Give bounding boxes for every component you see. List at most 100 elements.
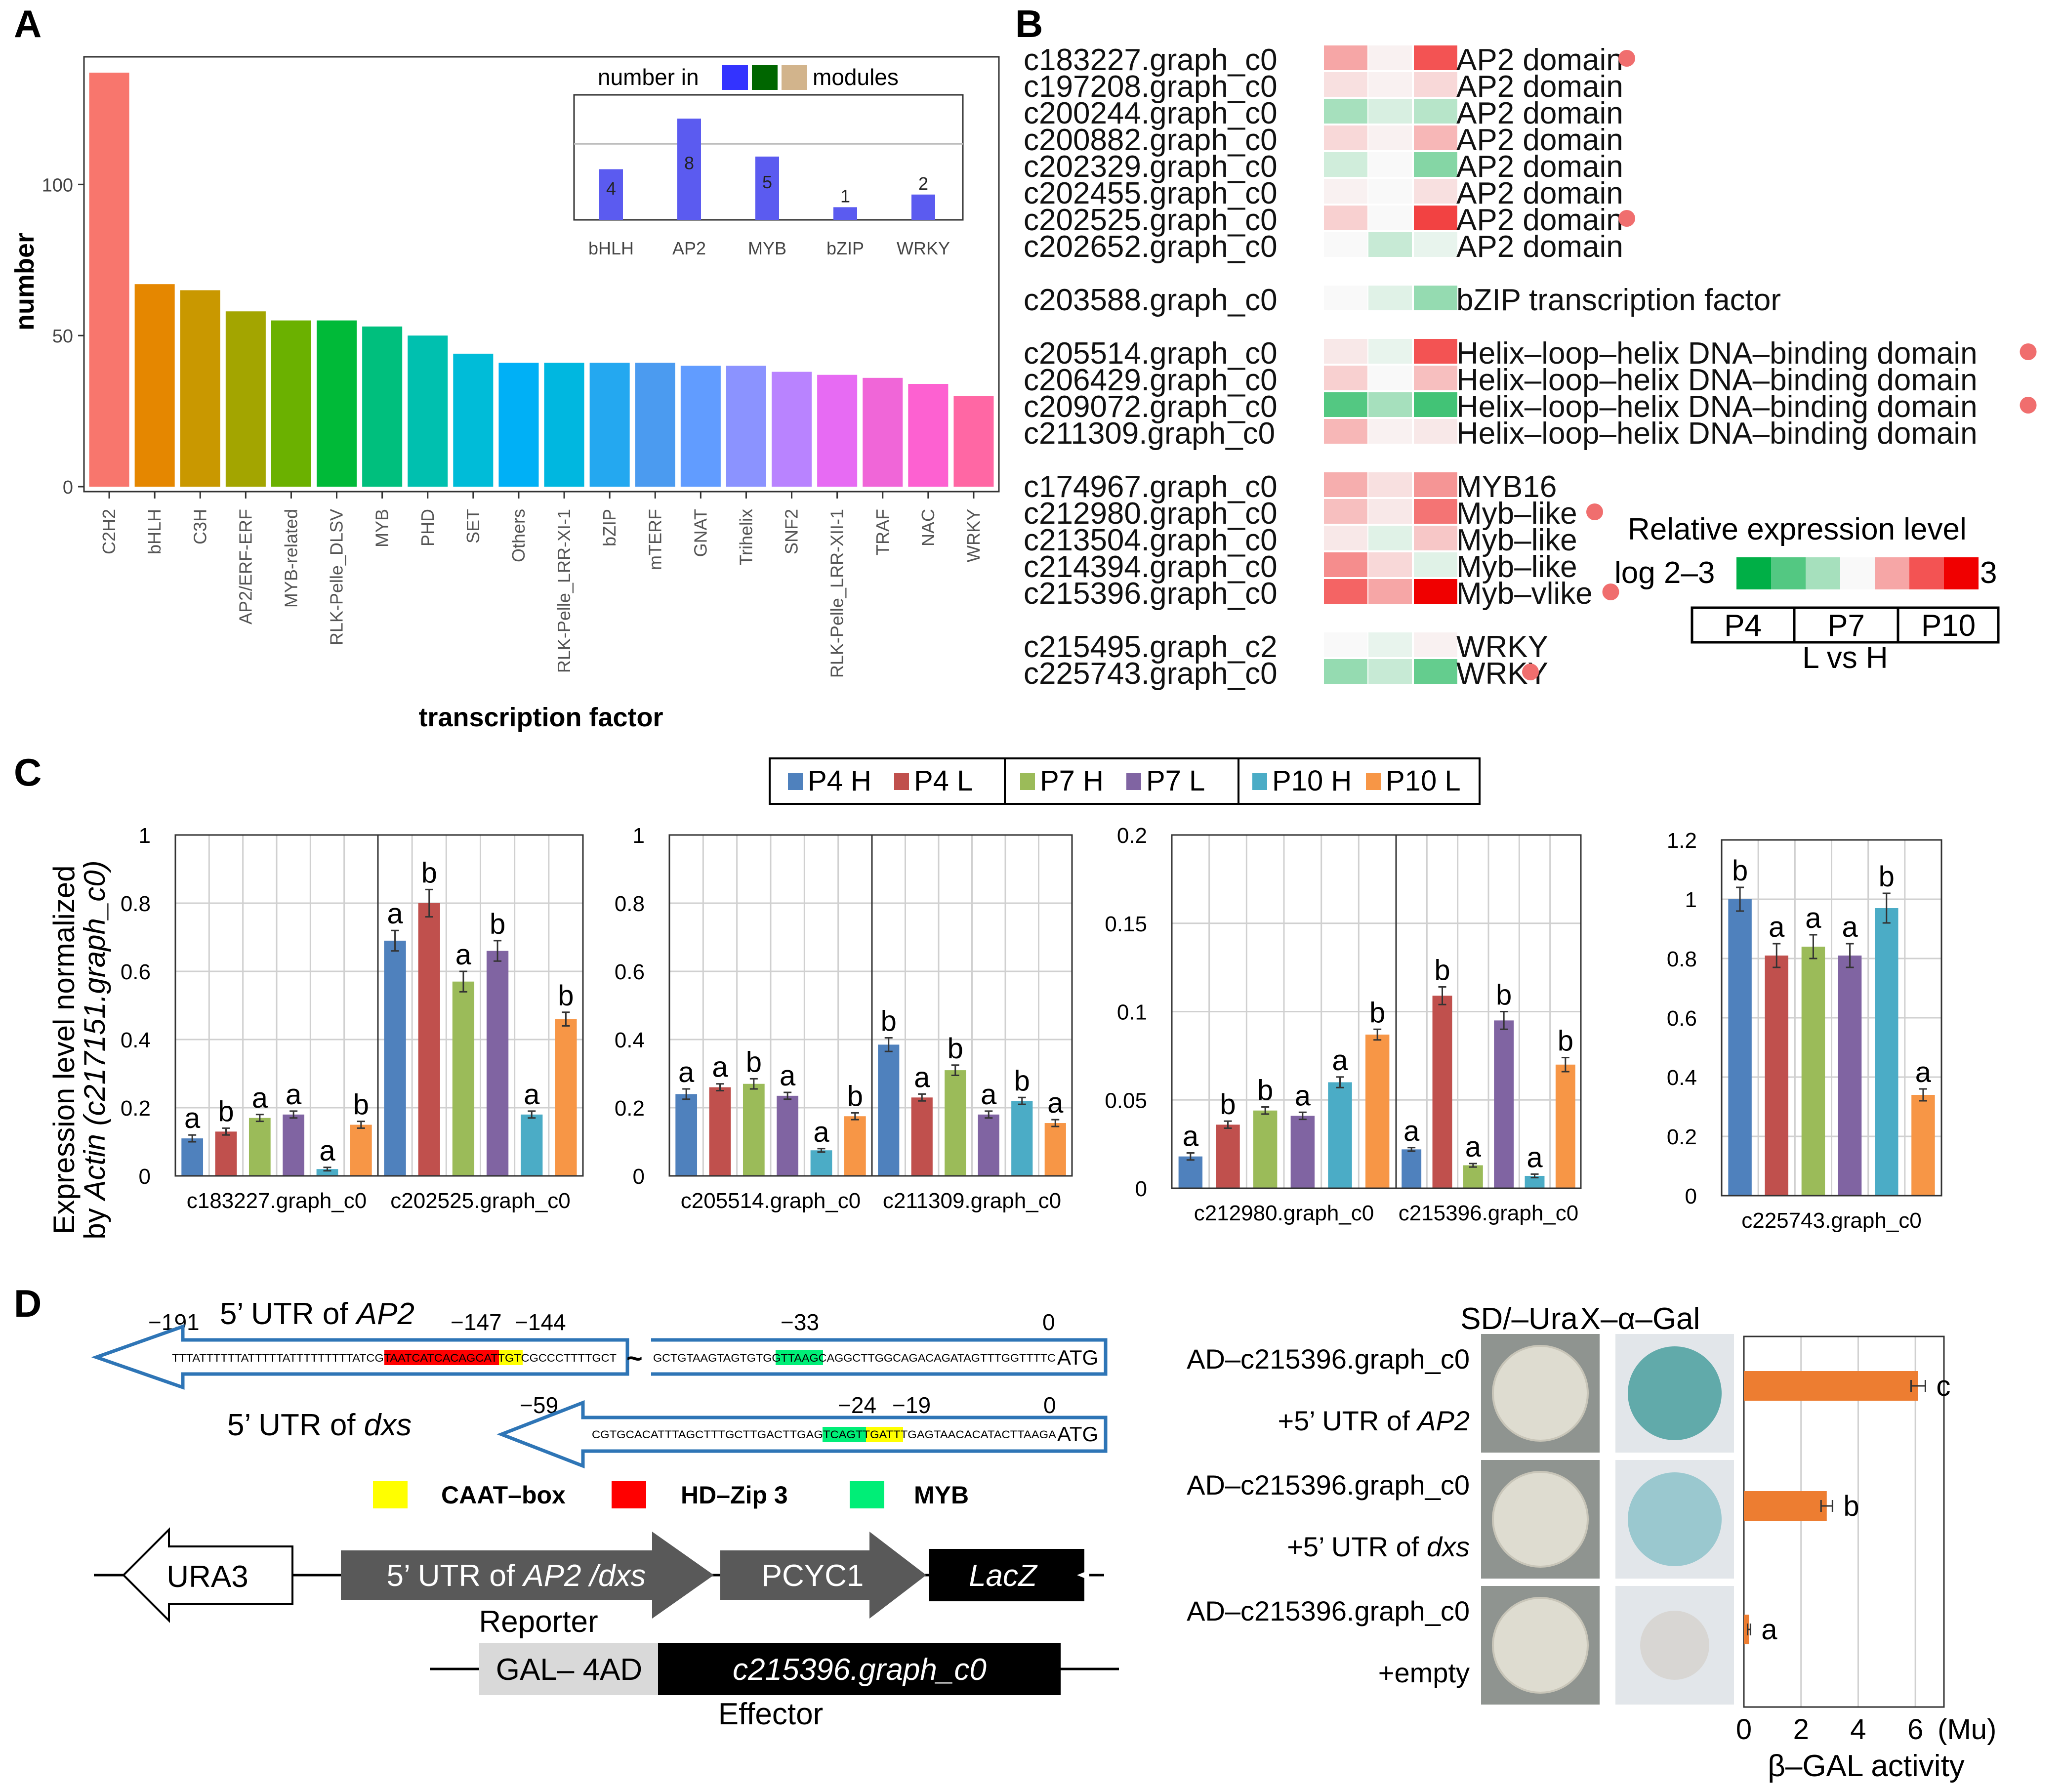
y-tick-label: 0.8	[615, 892, 645, 916]
x-tick-label: bZIP	[599, 509, 619, 546]
bar-p7-h	[248, 1118, 271, 1176]
bar-p10-h	[1011, 1101, 1033, 1176]
inset-bar-value: 1	[840, 186, 850, 206]
significance-dot	[1586, 503, 1603, 520]
heatmap-cell	[1368, 659, 1412, 684]
pcyc1-label: PCYC1	[762, 1559, 864, 1593]
activity-bar	[1744, 1491, 1827, 1521]
bar-p4-l	[1765, 956, 1788, 1196]
seq2-arrow	[496, 1400, 1108, 1469]
x-tick-label: bHLH	[144, 509, 165, 554]
heatmap-gene-label: c205514.graph_c0	[1024, 336, 1278, 371]
seq2-title-prefix: 5’ UTR of	[227, 1408, 364, 1442]
significance-letter: b	[1879, 861, 1895, 893]
x-tick-label: C3H	[190, 509, 210, 544]
y-tick-label: 0.6	[1667, 1006, 1697, 1031]
seq2-seq: CGTGCACATTTAGCTTTGCTTGACTTGAGT CAGTTG ATTT…	[592, 1428, 1056, 1441]
group-label: c211309.graph_c0	[883, 1189, 1061, 1213]
heatmap-cell	[1368, 499, 1412, 524]
heatmap-cell	[1368, 179, 1412, 204]
significance-letter: b	[1369, 997, 1385, 1029]
heatmap-scale-label: log 2–3	[1614, 556, 1715, 590]
x-tick-label: GNAT	[690, 509, 710, 557]
seq2-seq-post: AGTAACACATACTTAAGA	[917, 1428, 1056, 1441]
panel-label-d: D	[14, 1282, 41, 1325]
bar-p10-l	[1555, 1064, 1575, 1188]
bar-p4-h	[1402, 1149, 1422, 1188]
legend-caat-swatch	[373, 1481, 408, 1508]
panel-a-x-axis-label: transcription factor	[418, 703, 663, 732]
significance-letter: b	[1732, 855, 1748, 887]
significance-letter: b	[948, 1033, 963, 1065]
heatmap-cell	[1414, 45, 1457, 70]
heatmap-gene-label: c215495.graph_c2	[1024, 630, 1278, 664]
seq1-tilde: ~	[626, 1342, 643, 1374]
activity-frame	[1743, 1335, 1945, 1708]
significance-letter: b	[1014, 1065, 1030, 1097]
seq1-pos-0: 0	[1042, 1309, 1055, 1335]
heatmap-cell	[1414, 206, 1457, 230]
heatmap-cell	[1414, 99, 1457, 124]
heatmap-color-scale	[1736, 557, 1979, 589]
y1h-row-line2: +5’ UTR of AP2	[1278, 1405, 1470, 1436]
seq2-pos-19: −19	[892, 1392, 931, 1418]
significance-letter: a	[1527, 1141, 1543, 1173]
heatmap-cell	[1414, 526, 1457, 550]
heatmap-cell	[1368, 366, 1412, 390]
x-tick-label: PHD	[417, 509, 438, 546]
seq1-seq-caat: TTG	[491, 1352, 514, 1364]
bar-p7-l	[486, 951, 509, 1176]
bar-p10-h	[316, 1169, 338, 1176]
activity-axis-label: β–GAL activity	[1768, 1749, 1965, 1783]
legend-swatch	[1020, 773, 1035, 790]
significance-letter: b	[847, 1080, 863, 1112]
gal4ad-label: GAL– 4AD	[496, 1653, 642, 1687]
panel-c-legend: P4 H P4 L P7 H P7 L P10 H P10 L	[769, 757, 1481, 805]
seq1-right-seq: GCTGTAAGTAGTG TGGTTA AGCAGGCTTGGCAGACAGATA…	[653, 1352, 1056, 1364]
inset-bars: 4 bHLH 8 AP2 5 MYB 1 bZIP 2 WRKY	[588, 119, 950, 258]
heatmap-cell	[1324, 339, 1367, 364]
inset-bar-value: 2	[918, 173, 928, 194]
significance-letter: a	[1769, 911, 1785, 943]
panel-d: −191 5’ UTR of AP2 −147 −144 −33 0 TTTAT…	[91, 1297, 1996, 1783]
scale-swatch	[1736, 557, 1771, 589]
heatmap-scale-max: 3	[1980, 556, 1997, 590]
y-tick-label: 1	[139, 824, 151, 848]
panel-a-x-labels: C2H2 bHLH C3H AP2/ERF-ERF MYB-related RLK-Pel…	[99, 492, 984, 678]
significance-dot	[2020, 343, 2037, 360]
panel-a-chart: 0 50 100 C2H2 bHLH C3H AP2/ERF-ERF MYB-related…	[10, 56, 1000, 732]
heatmap-gene-label: c202455.graph_c0	[1024, 176, 1278, 210]
significance-letter: b	[558, 980, 574, 1012]
sd-ura-colony	[1492, 1597, 1589, 1694]
y1h-row-line1: AD–c215396.graph_c0	[1187, 1595, 1470, 1626]
activity-tick-label: 6	[1907, 1713, 1923, 1746]
seq2-seq-pre: CGTGCACATTTAGCTTTGCTTGACTTGAGT	[592, 1428, 830, 1441]
heatmap-annotation: Helix–loop–helix DNA–binding domain	[1456, 417, 1978, 451]
y-tick-label: 1	[1685, 888, 1697, 912]
bar-p4-l	[911, 1097, 933, 1176]
seq1-seq-myb: TGGTTA	[756, 1352, 802, 1364]
heatmap-annotation: AP2 domain	[1456, 70, 1623, 104]
group-label: c205514.graph_c0	[681, 1189, 861, 1213]
seq2-seq-myb: CAGTTG	[830, 1428, 879, 1441]
bar-others	[498, 363, 539, 487]
sd-ura-colony	[1492, 1471, 1589, 1568]
significance-letter: a	[1403, 1115, 1420, 1147]
subplot-1: 00.20.40.60.81a b a aabc183227.graph_c0abab…	[121, 824, 584, 1213]
bar-p7-l	[1838, 956, 1862, 1196]
seq1-title-gene: AP2	[355, 1297, 414, 1331]
panel-label-b: B	[1015, 2, 1043, 45]
heatmap-cell	[1368, 419, 1412, 444]
activity-tick-label: 2	[1793, 1713, 1809, 1746]
seq1-pos-147: −147	[451, 1309, 502, 1335]
heatmap-cell	[1324, 472, 1367, 497]
lacz-arrow-tip	[1077, 1570, 1089, 1580]
heatmap-cell	[1414, 366, 1457, 390]
y1h-col-sdura: SD/–Ura	[1460, 1302, 1578, 1336]
legend-swatch	[1366, 773, 1381, 790]
seq1-atg: ATG	[1057, 1346, 1098, 1369]
bar-p4-h	[384, 940, 406, 1176]
heatmap-col-p4: P4	[1724, 609, 1762, 643]
heatmap-gene-label: c183227.graph_c0	[1024, 43, 1278, 77]
significance-letter: b	[490, 908, 505, 940]
